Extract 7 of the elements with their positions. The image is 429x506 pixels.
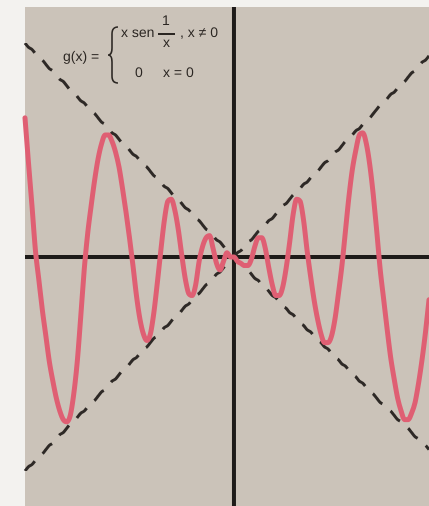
annotation: x = 0	[163, 64, 194, 80]
annotation: 0	[135, 64, 143, 80]
text: 1	[162, 12, 170, 28]
annotation: x	[163, 34, 170, 50]
annotation: g(x) =	[63, 48, 100, 64]
text: , x ≠ 0	[180, 24, 218, 40]
text: x sen	[121, 24, 154, 40]
